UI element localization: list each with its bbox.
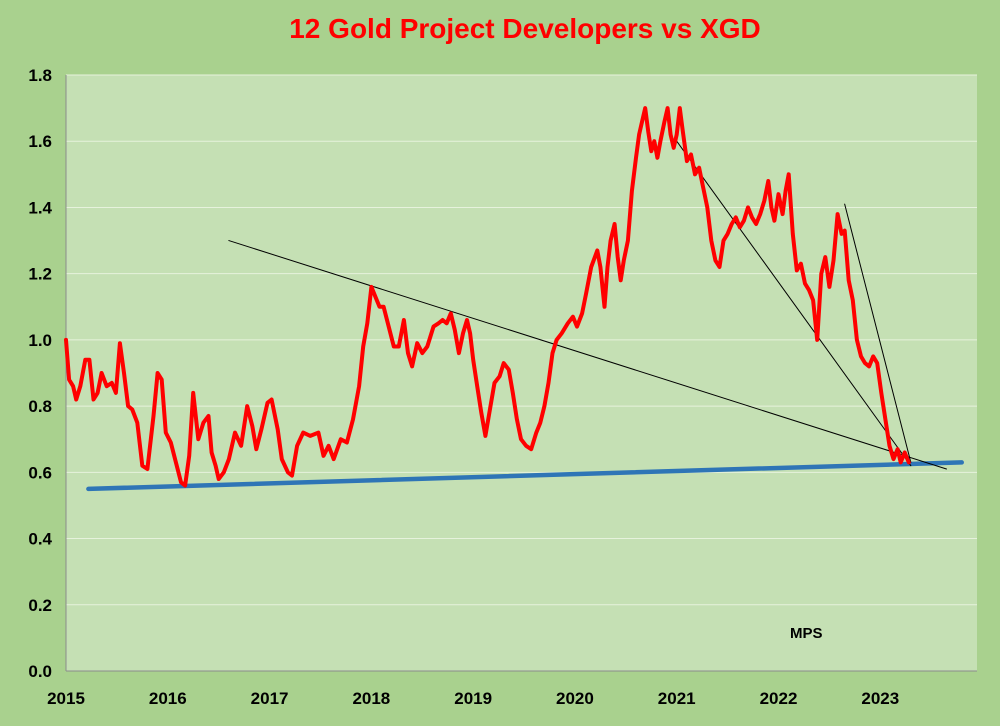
x-tick-label: 2021 [658,689,696,708]
trend-line [86,460,964,492]
trend-line [844,203,912,463]
trend-line [676,140,912,467]
x-tick-label: 2022 [760,689,798,708]
y-tick-label: 1.0 [28,331,52,350]
axes [65,75,977,672]
x-tick-label: 2015 [47,689,85,708]
y-tick-label: 0.0 [28,662,52,681]
y-tick-label: 1.8 [28,66,52,85]
y-axis-tick-labels: 0.0 0.2 0.4 0.6 0.8 1.0 1.2 1.4 1.6 1.8 [28,66,52,681]
series-layer [64,106,911,488]
y-tick-label: 1.4 [28,198,52,217]
x-tick-label: 2018 [352,689,390,708]
x-tick-label: 2017 [251,689,289,708]
x-tick-label: 2016 [149,689,187,708]
y-tick-label: 0.6 [28,463,52,482]
series-line [64,106,911,488]
x-tick-label: 2023 [861,689,899,708]
x-tick-label: 2020 [556,689,594,708]
trend-lines [86,140,964,492]
y-tick-label: 0.4 [28,530,52,549]
x-tick-label: 2019 [454,689,492,708]
trend-line [228,240,947,470]
y-tick-label: 0.2 [28,596,52,615]
chart-title: 12 Gold Project Developers vs XGD [289,13,761,44]
y-tick-label: 1.2 [28,265,52,284]
plot-area [66,75,977,671]
y-tick-label: 0.8 [28,397,52,416]
y-tick-label: 1.6 [28,132,52,151]
chart-annotation: MPS [790,625,823,642]
x-axis-tick-labels: 2015 2016 2017 2018 2019 2020 2021 2022 2023 [47,689,899,708]
